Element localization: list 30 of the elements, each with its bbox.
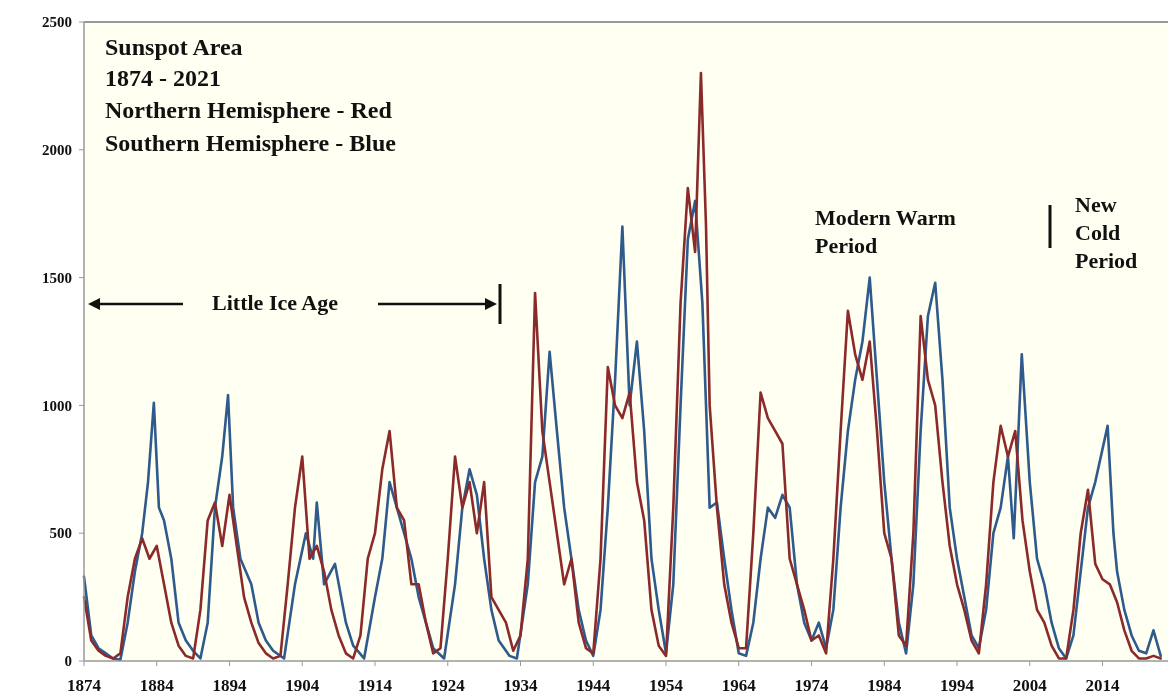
x-tick-label: 1994 — [940, 676, 975, 695]
x-tick-label: 1874 — [67, 676, 102, 695]
y-tick-label: 1500 — [42, 269, 72, 286]
x-tick-label: 1904 — [285, 676, 320, 695]
x-tick-label: 1884 — [139, 676, 175, 695]
x-tick-label: 2014 — [1085, 676, 1121, 695]
text: Sunspot Area — [105, 34, 243, 60]
y-tick-label: 2000 — [42, 142, 72, 159]
annotation: Modern Warm Period — [815, 205, 956, 258]
text: 1874 - 2021 — [105, 65, 221, 91]
annotation: Little Ice Age — [212, 290, 339, 315]
x-tick-label: 1944 — [576, 676, 611, 695]
x-tick-label: 1974 — [794, 676, 830, 695]
y-tick-label: 0 — [64, 653, 72, 670]
x-tick-label: 1964 — [721, 676, 757, 695]
annotation: Northern Hemisphere - Red — [105, 97, 393, 123]
annotation: Southern Hemisphere - Blue — [105, 130, 397, 156]
x-tick-label: 1924 — [430, 676, 466, 695]
line-series — [82, 199, 1163, 662]
line-series — [82, 71, 1163, 660]
y-tick-label: 500 — [49, 525, 72, 542]
y-tick-label: 2500 — [42, 14, 72, 31]
annotation: New Cold Period — [1075, 192, 1138, 273]
x-tick-label: 1984 — [867, 676, 902, 695]
x-tick-label: 1934 — [503, 676, 539, 695]
x-tick-label: 1954 — [649, 676, 684, 695]
x-tick-label: 1914 — [358, 676, 393, 695]
x-tick-label: 2004 — [1012, 676, 1048, 695]
x-tick-label: 1894 — [212, 676, 247, 695]
y-tick-label: 1000 — [42, 397, 72, 414]
